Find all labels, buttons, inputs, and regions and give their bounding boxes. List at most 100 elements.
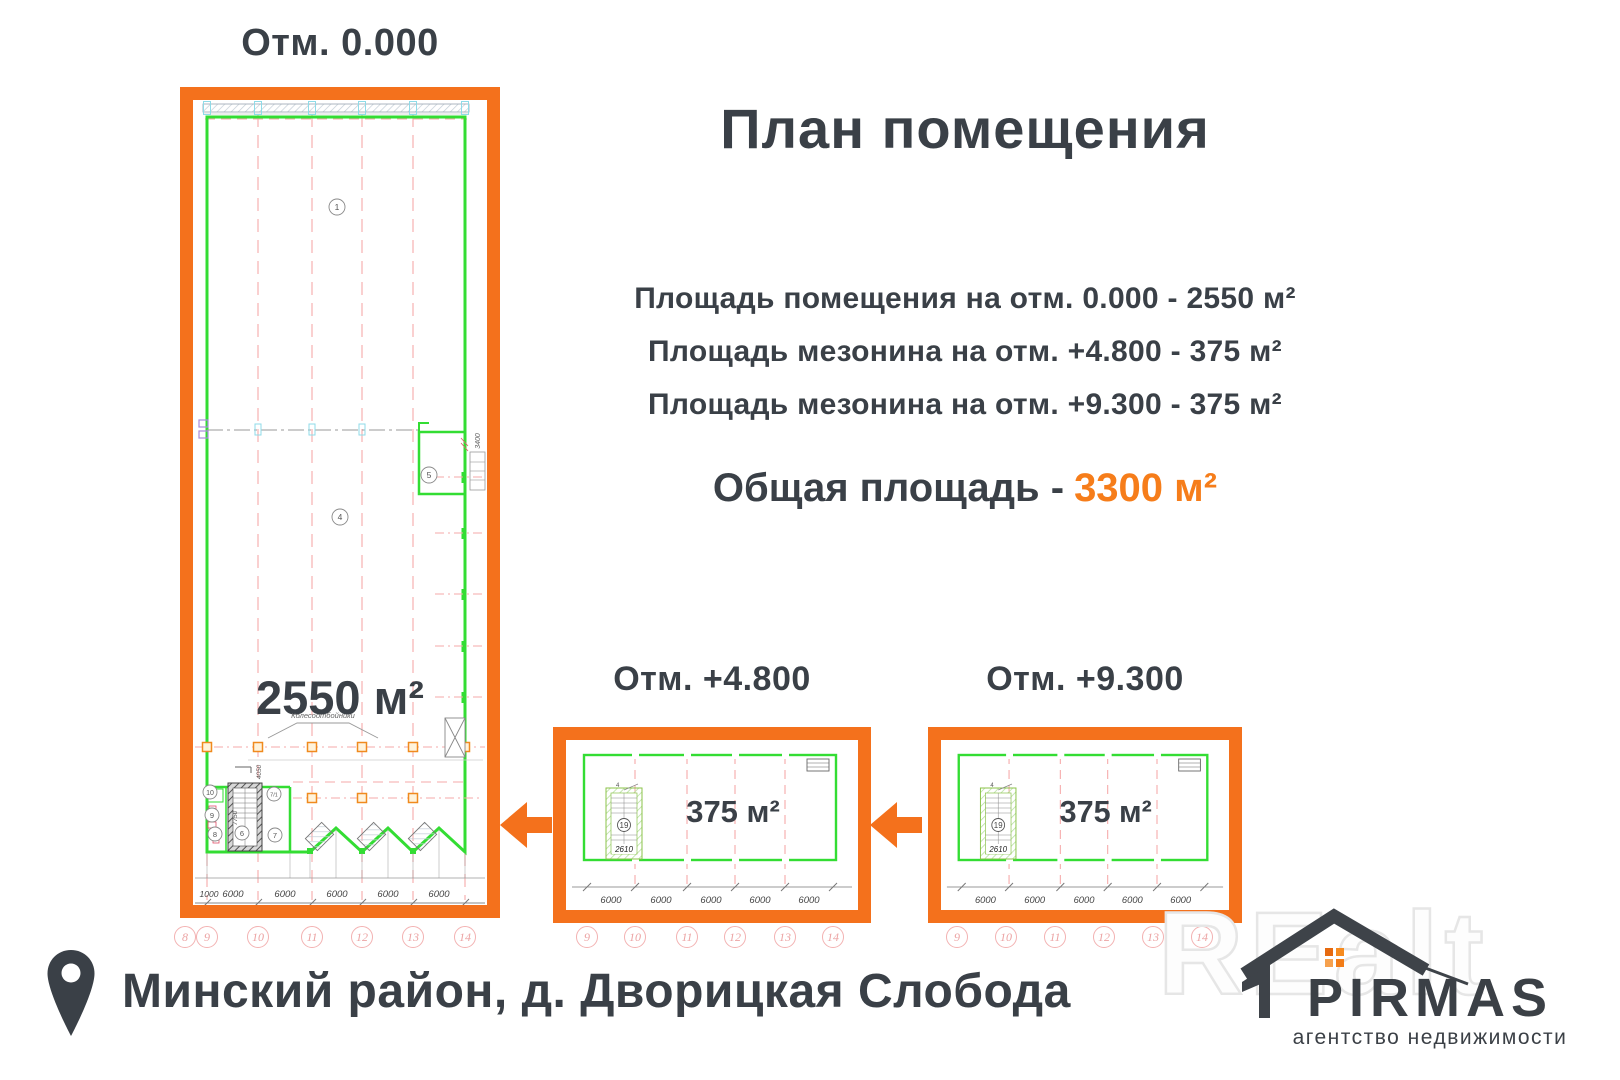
axis-bubble: 11 [676, 926, 698, 948]
location-bar: Минский район, д. Дворицкая Слобода [44, 944, 1144, 1044]
svg-text:9: 9 [210, 811, 214, 820]
axis-bubble: 11 [1044, 926, 1066, 948]
stairwell: 7750 [227, 782, 263, 852]
mezz-outline [957, 753, 1209, 862]
mezz-stairwell: 4 19 2610 [605, 783, 643, 860]
wall-notches [632, 751, 789, 864]
mid-axis-ticks [254, 423, 366, 436]
axis-bubble: 12 [724, 926, 746, 948]
dimension-label: 6000 [700, 895, 722, 906]
mezz-dimension-strip: 6000 6000 6000 6000 6000 [946, 882, 1224, 905]
svg-text:7: 7 [273, 831, 277, 840]
info-column: План помещения Площадь помещения на отм.… [535, 98, 1395, 511]
main-plan-frame: 3400 2550 м² Колесоотбойники [180, 87, 500, 918]
wall-notches [1006, 751, 1161, 864]
axis-bubble: 13 [774, 926, 796, 948]
summary-line: Площадь мезонина на отм. +9.300 - 375 м² [648, 388, 1282, 421]
stair-mark: 4 [616, 783, 620, 789]
external-stair: 3400 [460, 433, 486, 491]
dock-gates [304, 821, 438, 852]
stair-mark: 4 [990, 783, 994, 789]
top-band-ticks [203, 101, 469, 115]
ramp-box [444, 717, 466, 758]
mezz2-plan-title: Отм. +9.300 [986, 660, 1184, 698]
axis-bubble: 11 [301, 926, 323, 948]
columns-row-b [306, 792, 419, 804]
mezz-grid-lines [1008, 755, 1158, 890]
total-area-line: Общая площадь -3300 м² [535, 466, 1395, 511]
dimension-label: 6000 [222, 889, 244, 900]
axis-bubble: 12 [351, 926, 373, 948]
stair-width: 2610 [614, 845, 633, 854]
dimension-label: 1000 [200, 889, 219, 899]
mezz-area-label: 375 м² [686, 794, 780, 829]
svg-text:8: 8 [213, 830, 217, 839]
mezz1-axis-row: 9 10 11 12 13 14 [553, 926, 871, 950]
table-symbol [1178, 758, 1201, 772]
axis-bubble: 13 [402, 926, 424, 948]
svg-text:5: 5 [427, 470, 432, 480]
pirmas-logo: PIRMAS агентство недвижимости [1240, 908, 1568, 1049]
location-text: Минский район, д. Дворицкая Слобода [122, 965, 1071, 1018]
wheel-stop-line [267, 722, 379, 739]
page-title: План помещения [720, 97, 1210, 160]
mezz-dimension-strip: 6000 6000 6000 6000 6000 [572, 882, 852, 906]
mezz-outline [582, 753, 838, 862]
dimension-label: 6000 [377, 889, 399, 900]
stair-width: 2610 [988, 845, 1007, 854]
dimension-label: 6000 [1122, 894, 1144, 905]
dock-nubs [307, 848, 416, 854]
area-summary: Площадь помещения на отм. 0.000 - 2550 м… [535, 272, 1395, 431]
svg-text:7/1: 7/1 [270, 793, 278, 799]
axis-bubble: 10 [995, 926, 1017, 948]
axis-bubble: 14 [1191, 926, 1213, 948]
svg-text:1: 1 [335, 202, 340, 212]
dim-7750: 7750 [232, 810, 239, 825]
mezz2-plan-drawing: 4 19 2610 375 м² 6000 6000 6000 6000 [946, 751, 1224, 905]
axis-bubble: 13 [1142, 926, 1164, 948]
logo-name: PIRMAS [1307, 968, 1553, 1028]
dim-4050: 4050 [256, 764, 263, 779]
dimension-label: 6000 [975, 894, 997, 905]
top-wall-band [202, 103, 470, 113]
section-mark [235, 766, 252, 773]
summary-line: Площадь мезонина на отм. +4.800 - 375 м² [648, 335, 1282, 368]
room5-walls [417, 430, 465, 496]
summary-line: Площадь помещения на отм. 0.000 - 2550 м… [634, 282, 1296, 315]
svg-text:4: 4 [338, 512, 343, 522]
axis-bubble: 9 [576, 926, 598, 948]
realt-watermark: REalt [1157, 887, 1490, 1022]
axis-bubble: 14 [454, 926, 476, 948]
door-marks [198, 419, 209, 439]
main-dimension-strip: 1000 6000 6000 6000 6000 6000 [195, 759, 485, 905]
mezz-stairwell: 4 19 2610 [979, 783, 1017, 860]
axis-bubble: 12 [1093, 926, 1115, 948]
wheel-stop-label: Колесоотбойники [291, 711, 355, 720]
dimension-label: 6000 [650, 895, 672, 906]
axis-bubble: 8 [174, 926, 196, 948]
main-axis-row: 8 9 10 11 12 13 14 [174, 926, 500, 950]
mezz1-plan-title: Отм. +4.800 [613, 660, 811, 698]
dimension-label: 6000 [798, 895, 820, 906]
axis-bubble: 14 [822, 926, 844, 948]
dimension-label: 6000 [1074, 894, 1096, 905]
logo-window-icon [1325, 948, 1344, 967]
hall-outline [205, 115, 467, 856]
house-roof-icon [1240, 908, 1469, 1018]
logo-subtitle: агентство недвижимости [1293, 1026, 1568, 1049]
mezz1-plan-frame: 4 19 2610 375 м² 6000 6000 6000 6000 [553, 727, 871, 923]
total-area-label: Общая площадь - [712, 466, 1065, 510]
dimension-label: 6000 [1024, 894, 1046, 905]
axis-bubble: 10 [624, 926, 646, 948]
dimension-label: 6000 [600, 895, 622, 906]
main-area-label: 2550 м² [256, 671, 424, 724]
mezz-area-label: 375 м² [1060, 794, 1152, 829]
mezz2-axis-row: 9 10 11 12 13 14 [928, 926, 1242, 950]
dimension-label: 6000 [749, 895, 771, 906]
mezz2-plan-frame: 4 19 2610 375 м² 6000 6000 6000 6000 [928, 727, 1242, 923]
mezz1-plan-drawing: 4 19 2610 375 м² 6000 6000 6000 6000 [572, 751, 852, 906]
main-plan-drawing: 3400 2550 м² Колесоотбойники [195, 101, 486, 905]
axis-bubble: 9 [946, 926, 968, 948]
total-area-value: 3300 м² [1074, 466, 1218, 510]
main-plan-title: Отм. 0.000 [241, 22, 439, 64]
